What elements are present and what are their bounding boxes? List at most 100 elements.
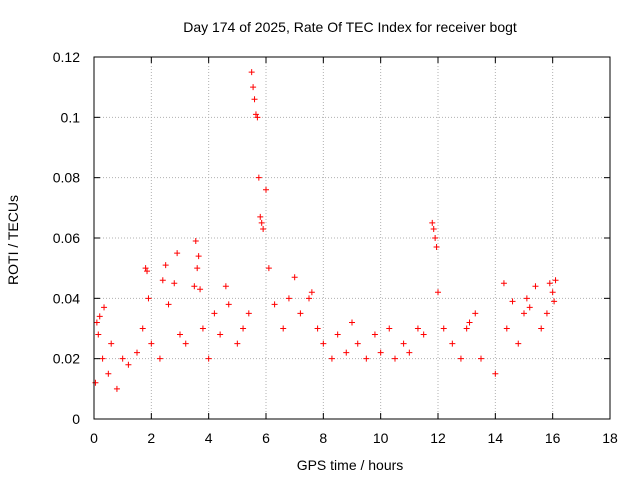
data-point xyxy=(492,370,499,377)
data-point xyxy=(234,340,241,347)
data-point xyxy=(192,238,199,245)
x-tick-label: 8 xyxy=(319,430,327,446)
data-point xyxy=(538,325,545,332)
data-point xyxy=(191,283,198,290)
data-point xyxy=(197,286,204,293)
data-point xyxy=(546,280,553,287)
data-point xyxy=(171,280,178,287)
data-point xyxy=(509,298,516,305)
data-point xyxy=(515,340,522,347)
data-point xyxy=(503,325,510,332)
data-point xyxy=(162,262,169,269)
data-point xyxy=(101,304,108,311)
data-point xyxy=(500,280,507,287)
x-tick-label: 14 xyxy=(488,430,504,446)
data-point xyxy=(429,219,436,226)
data-point xyxy=(314,325,321,332)
data-point xyxy=(526,304,533,311)
data-point xyxy=(543,310,550,317)
data-point xyxy=(400,340,407,347)
y-tick-label: 0.06 xyxy=(53,230,80,246)
data-point xyxy=(105,370,112,377)
x-tick-label: 16 xyxy=(545,430,561,446)
y-tick-label: 0 xyxy=(72,411,80,427)
data-point xyxy=(252,111,259,118)
data-point xyxy=(250,84,257,91)
y-tick-label: 0.08 xyxy=(53,170,80,186)
x-tick-label: 2 xyxy=(147,430,155,446)
data-point xyxy=(165,301,172,308)
data-point xyxy=(245,310,252,317)
x-tick-label: 4 xyxy=(205,430,213,446)
axis-ticks: 0 2 4 6 8 10 12 14 16 18 0 0.02 0.04 0.06 0.08 0.1 0.12 xyxy=(53,49,618,446)
data-point xyxy=(440,325,447,332)
data-point xyxy=(174,250,181,257)
data-point xyxy=(354,340,361,347)
y-tick-label: 0.02 xyxy=(53,351,80,367)
y-tick-label: 0.04 xyxy=(53,290,80,306)
data-point xyxy=(349,319,355,326)
data-point xyxy=(420,331,427,338)
data-point xyxy=(263,186,269,193)
data-point xyxy=(194,265,201,272)
data-points xyxy=(92,69,559,392)
data-point xyxy=(139,325,146,332)
data-point xyxy=(433,244,440,251)
x-tick-label: 0 xyxy=(90,430,98,446)
data-point xyxy=(156,355,163,362)
data-point xyxy=(145,295,152,302)
data-point xyxy=(472,310,479,317)
data-point xyxy=(334,331,341,338)
data-point xyxy=(222,283,229,290)
data-point xyxy=(125,361,132,368)
data-point xyxy=(99,355,106,362)
data-point xyxy=(523,295,530,302)
x-tick-label: 12 xyxy=(430,430,446,446)
data-point xyxy=(386,325,393,332)
data-point xyxy=(478,355,484,362)
data-point xyxy=(377,349,384,356)
data-point xyxy=(251,96,258,103)
data-point xyxy=(291,274,298,281)
data-point xyxy=(211,310,218,317)
data-point xyxy=(108,340,115,347)
y-axis-label: ROTI / TECUs xyxy=(5,195,21,285)
data-point xyxy=(144,268,151,275)
data-point xyxy=(255,174,262,181)
y-tick-label: 0.1 xyxy=(61,109,81,125)
data-point xyxy=(285,295,292,302)
data-point xyxy=(532,283,539,290)
data-point xyxy=(463,325,470,332)
data-point xyxy=(449,340,456,347)
data-point xyxy=(260,225,267,232)
data-point xyxy=(95,331,102,338)
data-point xyxy=(521,310,527,317)
data-point xyxy=(159,277,166,284)
data-point xyxy=(142,265,149,272)
data-point xyxy=(148,340,155,347)
data-point xyxy=(280,325,287,332)
data-point xyxy=(435,289,441,296)
data-point xyxy=(199,325,206,332)
data-point xyxy=(96,313,103,320)
data-point xyxy=(258,219,265,226)
x-tick-label: 6 xyxy=(262,430,270,446)
data-point xyxy=(308,289,315,296)
data-point xyxy=(225,301,232,308)
data-point xyxy=(466,319,473,326)
data-point xyxy=(457,355,464,362)
data-point xyxy=(406,349,413,356)
data-point xyxy=(93,319,100,326)
data-point xyxy=(195,253,202,260)
data-point xyxy=(248,69,255,76)
x-tick-label: 10 xyxy=(373,430,389,446)
data-point xyxy=(552,277,559,284)
data-point xyxy=(217,331,224,338)
data-point xyxy=(297,310,304,317)
data-point xyxy=(392,355,398,362)
gridlines xyxy=(94,57,610,419)
data-point xyxy=(549,289,556,296)
data-point xyxy=(257,213,264,220)
data-point xyxy=(414,325,421,332)
